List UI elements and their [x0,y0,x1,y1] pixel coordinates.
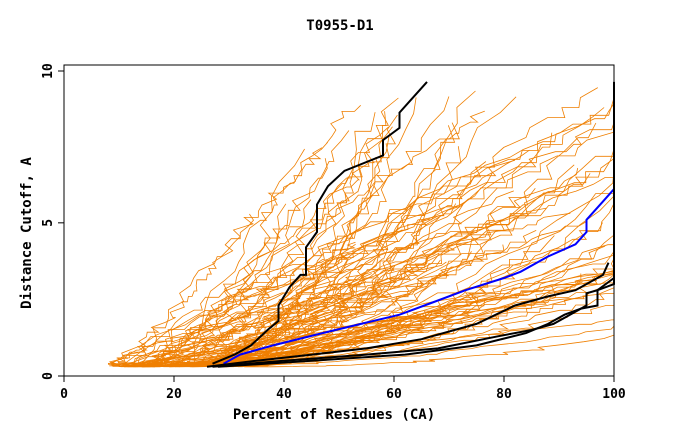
background-model-curves [107,87,615,368]
y-axis-label: Distance Cutoff, A [19,157,35,309]
background-model-curve [121,199,312,367]
background-model-curve [168,151,375,366]
x-tick-label: 100 [602,387,626,402]
y-axis-ticks: 0 5 10 [41,63,64,380]
background-model-curve [203,126,389,363]
y-tick-label: 0 [41,372,56,380]
background-model-curve [213,270,615,363]
x-tick-label: 80 [496,387,512,402]
y-tick-label: 10 [41,63,56,79]
background-model-curve [142,188,536,368]
background-model-curve [130,261,447,365]
highlighted-series [206,81,615,368]
background-model-curve [162,241,356,365]
x-axis-label: Percent of Residues (CA) [233,407,435,423]
background-model-curve [203,287,615,368]
background-model-curve [120,159,516,364]
background-model-curve [182,90,476,367]
x-tick-label: 0 [60,387,68,402]
background-model-curve [189,105,361,366]
background-model-curve [151,203,457,368]
background-model-curve [140,184,380,367]
y-tick-label: 5 [41,219,56,227]
background-model-curve [140,147,323,365]
highlighted-series-line-3 [206,262,610,368]
background-model-curve [110,213,255,365]
x-tick-label: 20 [166,387,182,402]
x-tick-label: 40 [276,387,292,402]
background-model-curve [133,254,615,367]
background-model-curve [198,97,399,366]
background-model-curve [111,190,514,366]
background-model-curve [134,170,615,365]
background-model-curve [200,325,615,368]
background-model-curve [202,290,615,366]
x-axis-ticks: 0 20 40 60 80 100 [60,376,626,402]
background-model-curve [217,149,530,363]
background-model-curve [233,334,615,368]
background-model-curve [122,103,615,366]
chart-title: T0955-D1 [306,18,373,34]
background-model-curve [133,158,328,366]
plot-frame [63,64,615,377]
background-model-curve [126,131,615,365]
background-model-curve [203,97,417,367]
background-model-curve [122,205,463,366]
x-tick-label: 60 [386,387,402,402]
highlighted-series-line-1 [212,81,428,365]
highlighted-series-line-2 [223,188,615,365]
highlighted-series-line-5 [217,81,615,368]
background-model-curve [171,87,598,367]
